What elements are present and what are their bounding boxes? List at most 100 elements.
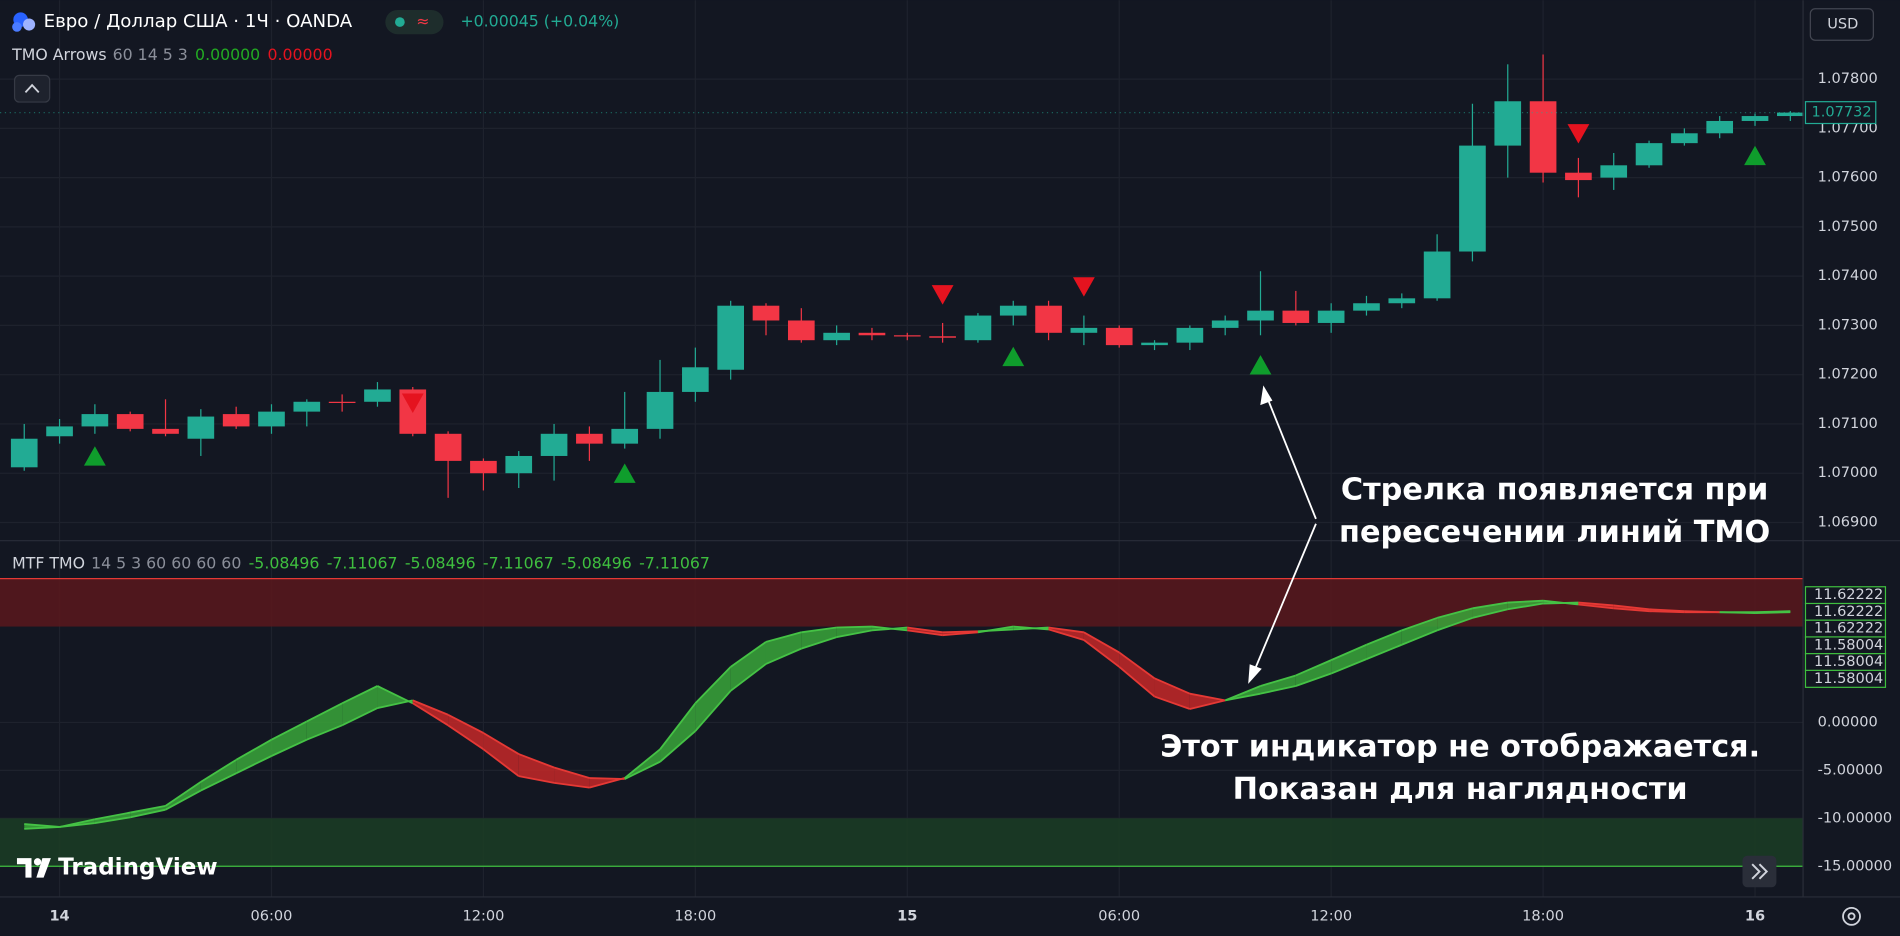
band-line xyxy=(165,781,202,807)
annotation: пересечении линий ТМО xyxy=(1339,515,1770,550)
band-line xyxy=(1189,699,1226,710)
x-tick-label: 12:00 xyxy=(1310,908,1352,924)
candle-body xyxy=(1141,342,1168,346)
axes: 14 06:00 12:00 18:00 15 06:00 12:00 18:00 16 1.06… xyxy=(0,71,1892,924)
annotation: Стрелка появляется при xyxy=(1341,473,1769,508)
y-tick-label: 1.07200 xyxy=(1818,367,1878,383)
band-line xyxy=(447,724,484,751)
candle-body xyxy=(999,305,1027,316)
candle-body xyxy=(1423,251,1451,299)
band-fill xyxy=(695,666,731,732)
band-line xyxy=(589,777,625,780)
band-line xyxy=(801,636,837,650)
candle-body xyxy=(505,455,533,474)
candle-body xyxy=(1777,112,1804,117)
signal-arrow xyxy=(1002,346,1025,367)
band-line xyxy=(1260,674,1297,687)
indicator-value: -7.11067 xyxy=(327,553,398,572)
x-tick-label: 06:00 xyxy=(251,908,293,924)
value-label: 11.62222 xyxy=(1814,604,1883,620)
band-fill xyxy=(1295,660,1332,687)
candle-body xyxy=(152,428,179,434)
band-line xyxy=(1013,626,1049,631)
x-tick-label: 18:00 xyxy=(674,908,716,924)
band-fill xyxy=(1189,693,1226,710)
band-line xyxy=(306,702,343,723)
band-fill xyxy=(377,686,413,709)
collapse-button[interactable] xyxy=(13,74,51,103)
band-line xyxy=(412,699,449,716)
band-line xyxy=(1472,608,1508,619)
band-fill xyxy=(660,703,696,762)
band-fill xyxy=(1472,602,1508,618)
x-tick-label: 12:00 xyxy=(462,908,504,924)
band-line xyxy=(130,804,166,814)
candle-body xyxy=(187,416,215,439)
candle-body xyxy=(1494,101,1522,146)
candle-body xyxy=(1459,145,1486,252)
band-line xyxy=(1649,610,1685,614)
indicator-value: -5.08496 xyxy=(249,553,320,572)
band-line xyxy=(200,772,237,792)
candle-body xyxy=(1035,305,1062,333)
band-fill xyxy=(448,714,484,750)
marks xyxy=(0,54,1804,867)
band-line xyxy=(306,724,343,741)
band-line xyxy=(377,699,413,709)
indicator-value: -7.11067 xyxy=(639,553,710,572)
y-tick-label: 1.07400 xyxy=(1818,268,1878,284)
y-tick-label: 1.07500 xyxy=(1818,219,1878,235)
candle-body xyxy=(1176,327,1204,343)
x-tick-label: 06:00 xyxy=(1098,908,1140,924)
x-tick-label: 18:00 xyxy=(1522,908,1564,924)
band-line xyxy=(553,766,590,779)
candle-body xyxy=(1388,298,1416,304)
band-line xyxy=(24,826,60,830)
band-line xyxy=(341,707,378,727)
candle-body xyxy=(81,414,109,427)
value-label: 11.58004 xyxy=(1814,637,1883,653)
last-price-label: 1.07732 xyxy=(1812,105,1872,121)
band-line xyxy=(1189,692,1226,702)
candle-body xyxy=(823,332,850,341)
market-status[interactable]: ≈ xyxy=(385,9,444,35)
band-line xyxy=(801,626,837,634)
y-tick-label: -10.00000 xyxy=(1818,810,1893,826)
candle-body xyxy=(1565,172,1592,181)
band-fill xyxy=(236,739,272,774)
zone xyxy=(0,818,1804,867)
band-line xyxy=(907,626,943,634)
band-line xyxy=(59,822,95,828)
band-line xyxy=(942,630,978,634)
band-fill xyxy=(130,805,166,818)
indicator-value: 0.00000 xyxy=(267,44,332,63)
candle-body xyxy=(258,411,285,427)
candle-body xyxy=(364,389,391,402)
candle-body xyxy=(858,332,886,336)
band-line xyxy=(1260,685,1297,695)
settings-button[interactable] xyxy=(1842,906,1861,926)
band-fill xyxy=(306,703,343,740)
band-fill xyxy=(1331,644,1367,674)
band-line xyxy=(694,666,732,704)
scroll-button[interactable] xyxy=(1742,855,1777,888)
candle-body xyxy=(1635,143,1663,166)
candle-body xyxy=(1211,320,1239,328)
candle-body xyxy=(646,391,674,429)
band-line xyxy=(1436,617,1473,632)
currency-button[interactable]: USD xyxy=(1809,8,1874,41)
band-line xyxy=(907,629,943,637)
band-line xyxy=(836,629,873,638)
annotation: Показан для наглядности xyxy=(1233,772,1688,807)
band-line xyxy=(730,663,767,692)
candle-body xyxy=(1529,101,1557,173)
symbol-icon xyxy=(12,12,36,32)
value-label: 11.62222 xyxy=(1814,621,1883,637)
candle-body xyxy=(576,433,603,444)
band-line xyxy=(730,641,767,668)
signal-arrow xyxy=(1567,124,1590,144)
y-tick-label: 1.07700 xyxy=(1818,120,1878,136)
